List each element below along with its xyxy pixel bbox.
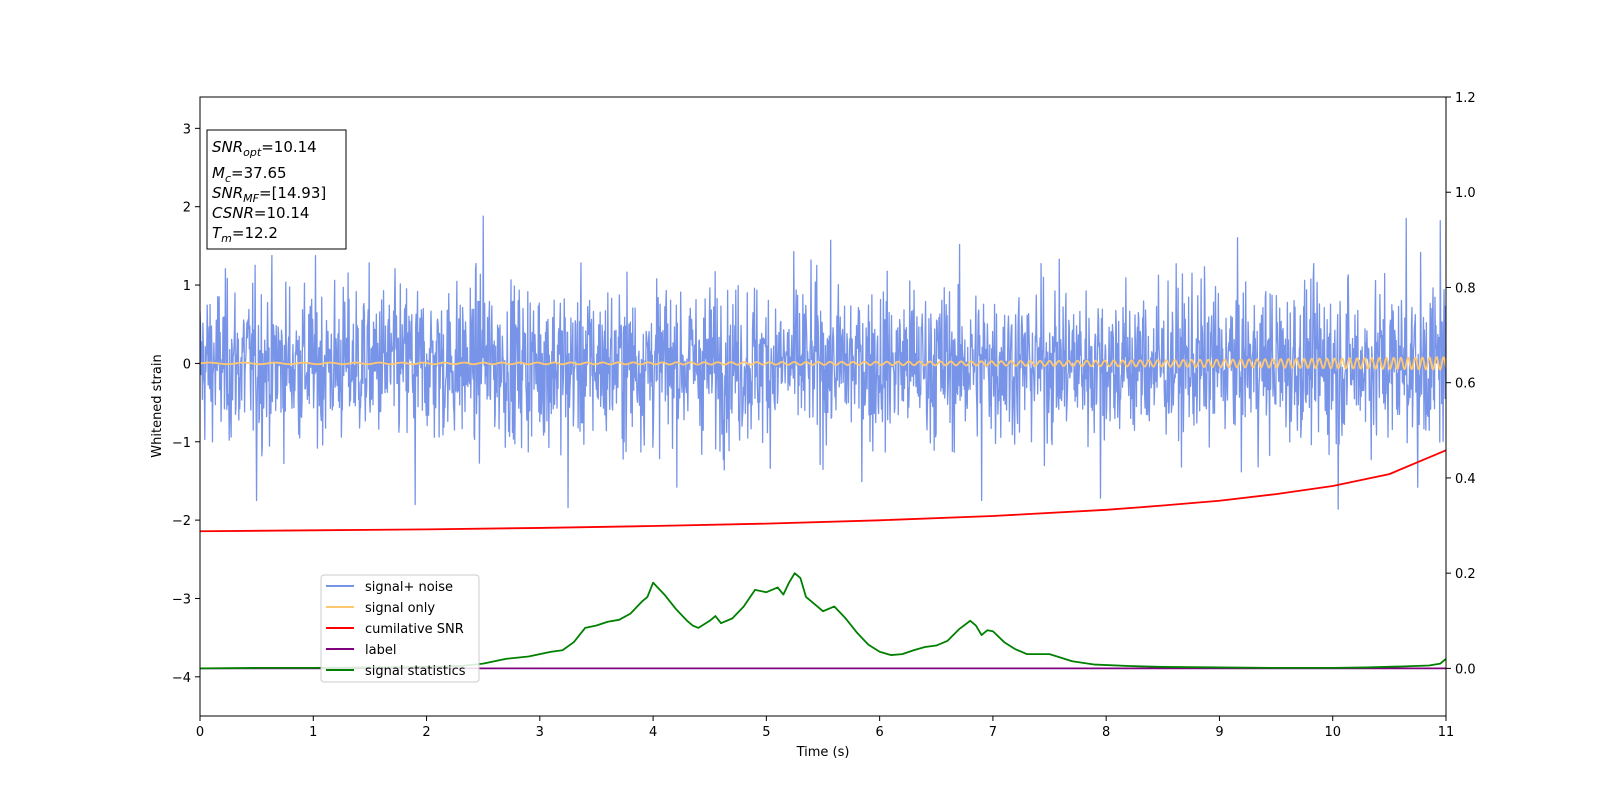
y-axis-label: Whitened strain	[150, 354, 165, 457]
legend-label: label	[365, 643, 396, 658]
annotation-line-tm: Tm=12.2	[212, 224, 278, 245]
series-line-4	[200, 572, 1446, 670]
y-tick-label: 1	[183, 279, 191, 294]
annotation-line-csnr: CSNR=10.14	[212, 204, 309, 222]
x-tick-label: 1	[309, 725, 317, 740]
x-tick-label: 11	[1438, 725, 1455, 740]
y-tick-label-right: 1.0	[1455, 186, 1476, 201]
series-line-1	[200, 356, 1446, 371]
legend-label: signal statistics	[365, 664, 466, 679]
x-tick-label: 2	[422, 725, 430, 740]
legend-frame	[320, 574, 480, 683]
annotation-line-mc: Mc=37.65	[212, 164, 287, 185]
y-tick-label-right: 0.8	[1455, 281, 1476, 296]
plot-frame	[199, 96, 1447, 717]
annotation-line-snr-mf: SNRMF=[14.93]	[212, 184, 326, 205]
y-tick-label-right: 0.6	[1455, 377, 1476, 392]
y-tick-label: 3	[183, 122, 191, 137]
y-tick-label: −3	[172, 592, 191, 607]
y-tick-label-right: 0.0	[1455, 662, 1476, 677]
annotation-line-snr-opt: SNRopt=10.14	[212, 138, 317, 159]
annotation-box: SNRopt=10.14 Mc=37.65 SNRMF=[14.93] CSNR…	[206, 129, 347, 250]
x-tick-label: 6	[875, 725, 883, 740]
x-tick-label: 7	[989, 725, 997, 740]
x-tick-label: 9	[1215, 725, 1223, 740]
legend: signal+ noise signal only cumilative SNR la…	[320, 574, 480, 683]
y-tick-label: −2	[172, 514, 191, 529]
x-tick-label: 0	[196, 725, 204, 740]
x-tick-label: 10	[1324, 725, 1341, 740]
legend-label: signal only	[365, 601, 435, 616]
legend-label: cumilative SNR	[365, 622, 464, 637]
x-tick-label: 5	[762, 725, 770, 740]
y-tick-label-right: 0.2	[1455, 567, 1476, 582]
x-tick-label: 4	[649, 725, 657, 740]
legend-label: signal+ noise	[365, 580, 453, 595]
x-axis-label: Time (s)	[796, 745, 850, 760]
x-tick-label: 8	[1102, 725, 1110, 740]
y-tick-label: 0	[183, 357, 191, 372]
series-line-2	[200, 449, 1446, 533]
y-tick-label: 2	[183, 201, 191, 216]
x-tick-label: 3	[536, 725, 544, 740]
series-line-0	[200, 215, 1446, 510]
y-tick-label: −1	[172, 436, 191, 451]
y-tick-label-right: 0.4	[1455, 472, 1476, 487]
y-tick-label-right: 1.2	[1455, 91, 1476, 106]
y-tick-label: −4	[172, 671, 191, 686]
ticks-layer: 0 1 2 3 4 5 6 7 8 9 10 11 −4 −3 −2 −1 0 1 2 3 0.0 0.2 0.4 0.6 0.…	[172, 91, 1476, 740]
